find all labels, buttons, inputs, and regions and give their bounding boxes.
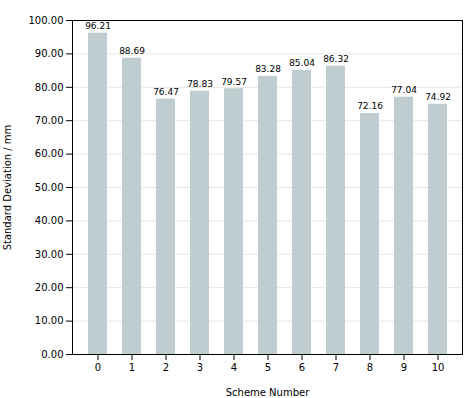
svg-text:96.21: 96.21 [85, 21, 111, 31]
svg-text:70.00: 70.00 [35, 115, 64, 126]
svg-text:2: 2 [163, 362, 169, 373]
svg-text:60.00: 60.00 [35, 148, 64, 159]
svg-text:10: 10 [432, 362, 445, 373]
svg-text:0: 0 [95, 362, 101, 373]
svg-text:10.00: 10.00 [35, 315, 64, 326]
svg-text:80.00: 80.00 [35, 82, 64, 93]
svg-text:100.00: 100.00 [29, 15, 64, 26]
svg-text:88.69: 88.69 [119, 46, 145, 56]
svg-text:86.32: 86.32 [323, 54, 349, 64]
svg-text:3: 3 [197, 362, 203, 373]
svg-text:72.16: 72.16 [357, 101, 383, 111]
svg-text:7: 7 [333, 362, 339, 373]
svg-text:79.57: 79.57 [221, 77, 247, 87]
svg-text:76.47: 76.47 [153, 87, 179, 97]
svg-text:40.00: 40.00 [35, 215, 64, 226]
svg-text:78.83: 78.83 [187, 79, 213, 89]
svg-text:Scheme Number: Scheme Number [226, 387, 310, 398]
svg-text:85.04: 85.04 [289, 58, 315, 68]
svg-text:74.92: 74.92 [425, 92, 451, 102]
svg-text:50.00: 50.00 [35, 182, 64, 193]
svg-text:77.04: 77.04 [391, 85, 417, 95]
svg-text:6: 6 [299, 362, 305, 373]
svg-text:0.00: 0.00 [41, 349, 63, 360]
svg-text:Standard Deviation / mm: Standard Deviation / mm [2, 125, 13, 251]
svg-text:5: 5 [265, 362, 271, 373]
svg-text:1: 1 [129, 362, 135, 373]
svg-text:30.00: 30.00 [35, 249, 64, 260]
svg-text:90.00: 90.00 [35, 48, 64, 59]
svg-text:9: 9 [401, 362, 407, 373]
svg-text:4: 4 [231, 362, 237, 373]
svg-text:8: 8 [367, 362, 373, 373]
svg-text:83.28: 83.28 [255, 64, 281, 74]
svg-text:20.00: 20.00 [35, 282, 64, 293]
